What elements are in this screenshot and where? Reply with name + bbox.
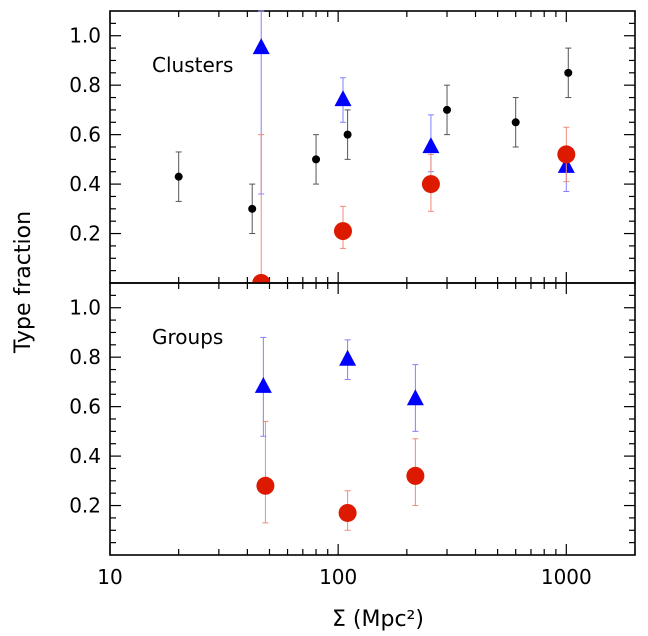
data-point	[252, 38, 270, 55]
data-point	[564, 68, 573, 77]
data-point	[248, 204, 257, 213]
data-point	[511, 118, 520, 127]
data-point	[312, 155, 321, 164]
y-tick-label: 0.4	[69, 444, 101, 468]
data-point	[254, 376, 272, 393]
y-tick-label: 1.0	[69, 24, 101, 48]
data-point	[406, 389, 424, 406]
panel-clusters: 0.2 0.4 0.6 0.8 1.0 Clusters	[69, 10, 636, 284]
y-tick-label: 0.2	[69, 494, 101, 518]
data-point	[252, 274, 271, 283]
series-group	[254, 336, 425, 531]
data-point	[406, 466, 425, 485]
x-tick-label: 100	[319, 565, 357, 589]
plot-frame	[109, 282, 636, 556]
y-tick-label: 0.4	[69, 172, 101, 196]
data-point	[256, 476, 275, 495]
data-point	[343, 130, 352, 139]
y-tick-label: 0.8	[69, 73, 101, 97]
series-group	[174, 10, 576, 283]
data-point	[422, 137, 440, 154]
y-tick-label: 1.0	[69, 296, 101, 320]
data-point	[338, 503, 357, 522]
plot-frame	[109, 10, 636, 284]
data-point	[174, 172, 183, 181]
data-point	[339, 349, 357, 366]
x-axis-label: Σ (Mpc²)	[332, 607, 424, 632]
panel-label: Clusters	[152, 53, 233, 77]
y-tick-label: 0.6	[69, 123, 101, 147]
panel-groups: 10 100 1000 0.2 0.4 0.6 0.8 1.0 Groups	[69, 282, 636, 589]
panel-label: Groups	[152, 325, 223, 349]
data-point	[421, 175, 440, 194]
y-tick-label: 0.8	[69, 345, 101, 369]
data-point	[557, 145, 576, 164]
y-tick-label: 0.2	[69, 222, 101, 246]
x-tick-label: 10	[97, 565, 122, 589]
y-axis-label: Type fraction	[11, 211, 36, 354]
data-point	[443, 105, 452, 114]
x-tick-label: 1000	[541, 565, 592, 589]
data-point	[333, 222, 352, 241]
y-tick-label: 0.6	[69, 395, 101, 419]
data-point	[334, 90, 352, 107]
